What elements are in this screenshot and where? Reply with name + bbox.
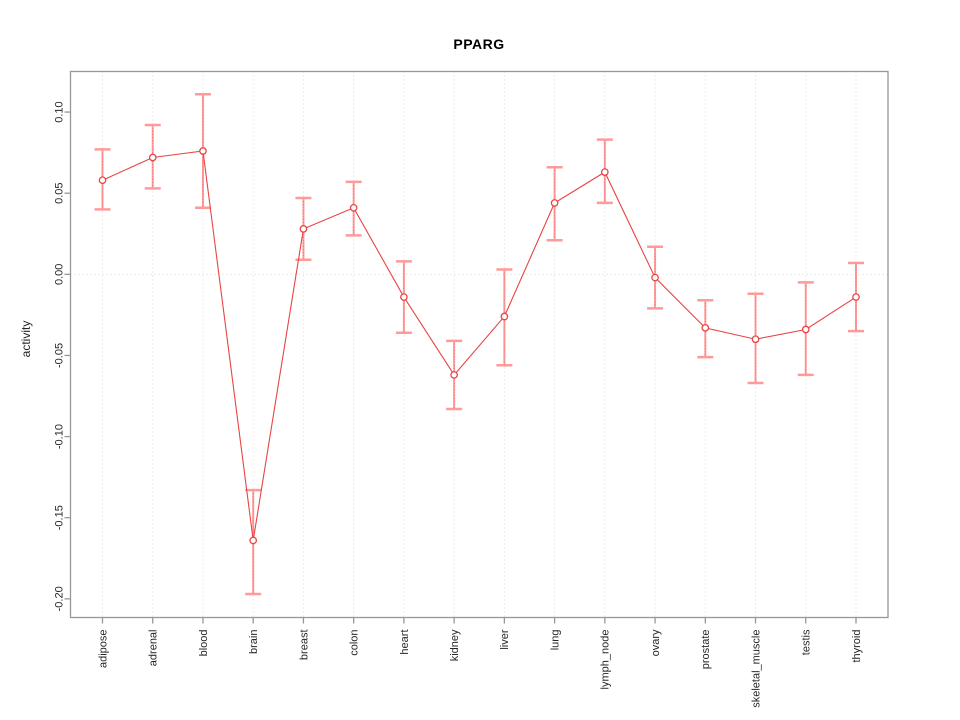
- data-point-testis: [801, 325, 810, 334]
- data-point-ovary: [651, 273, 659, 282]
- x-tick-label: liver: [499, 629, 511, 650]
- data-point-lung: [550, 199, 559, 207]
- y-tick-label: -0.10: [53, 424, 65, 449]
- y-tick-label: -0.20: [53, 586, 65, 611]
- x-tick-label: colon: [349, 630, 361, 656]
- data-point-breast: [299, 225, 308, 233]
- y-tick-label: 0.00: [53, 264, 65, 285]
- chart-title: PPARG: [453, 36, 505, 52]
- x-tick-label: skeletal_muscle: [750, 630, 762, 708]
- y-tick-label: 0.10: [53, 101, 65, 122]
- x-tick-label: ovary: [650, 629, 662, 656]
- x-tick-label: blood: [198, 630, 210, 657]
- y-tick-label: -0.05: [53, 343, 65, 368]
- data-point-liver: [500, 312, 509, 321]
- data-point-colon: [349, 203, 358, 212]
- y-tick-label: -0.15: [53, 505, 65, 530]
- data-point-lymph_node: [600, 168, 609, 176]
- x-tick-label: testis: [801, 629, 813, 655]
- data-point-heart: [400, 293, 408, 301]
- data-point-prostate: [701, 324, 710, 332]
- x-tick-label: prostate: [700, 630, 712, 670]
- series-line: [102, 150, 857, 541]
- y-axis-title: activity: [19, 320, 33, 358]
- x-tick-label: breast: [298, 630, 310, 661]
- x-tick-label: adrenal: [148, 630, 160, 667]
- data-point-blood: [199, 147, 207, 155]
- data-point-kidney: [450, 371, 458, 379]
- data-point-adipose: [98, 176, 107, 185]
- x-tick-label: lung: [549, 630, 561, 651]
- x-tick-label: thyroid: [851, 630, 863, 663]
- data-point-skeletal_muscle: [751, 335, 760, 344]
- data-point-adrenal: [148, 153, 157, 162]
- data-point-brain: [249, 536, 258, 545]
- plot-frame: [69, 70, 889, 619]
- data-point-thyroid: [852, 293, 860, 301]
- x-tick-label: brain: [248, 630, 260, 654]
- x-tick-label: kidney: [449, 629, 461, 661]
- x-tick-label: heart: [399, 630, 411, 655]
- y-tick-label: 0.05: [53, 182, 65, 203]
- x-tick-label: adipose: [97, 630, 109, 669]
- x-tick-label: lymph_node: [600, 630, 612, 690]
